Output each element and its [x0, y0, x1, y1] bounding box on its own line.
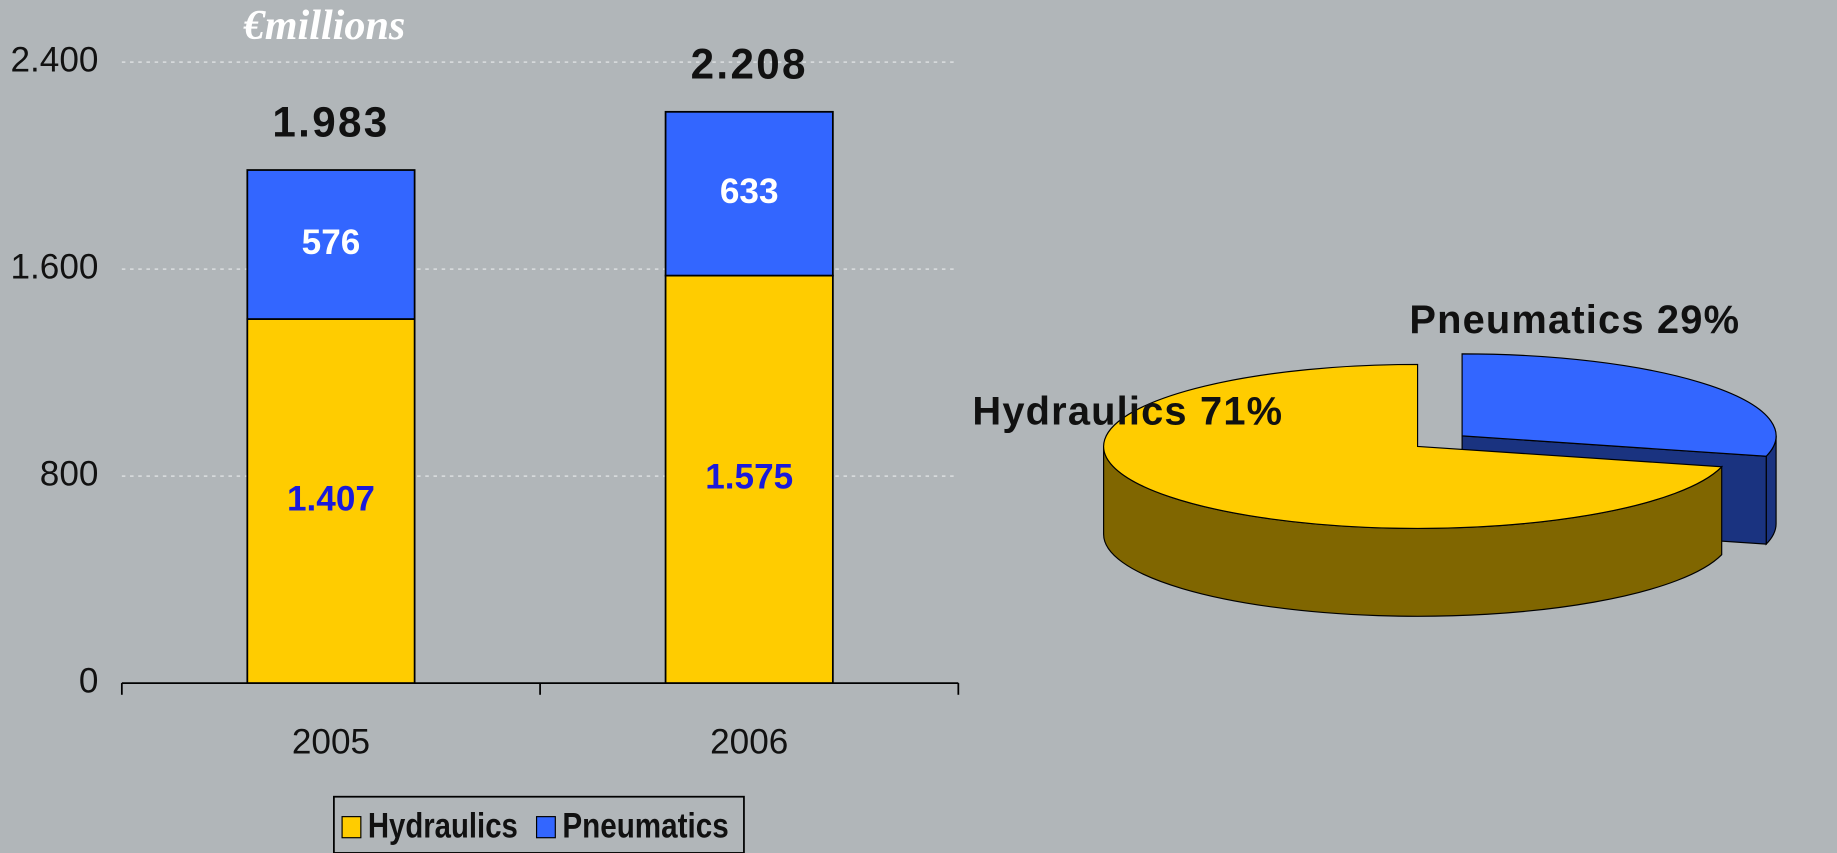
- pie-slice: [1461, 353, 1777, 457]
- value-label: 1.407: [287, 479, 375, 518]
- y-tick-label: 0: [79, 661, 99, 700]
- unit-label: €millions: [243, 2, 406, 49]
- x-tick-label: 2005: [292, 722, 370, 761]
- pie-label-value: 71%: [1200, 389, 1283, 433]
- pie-label-name: Pneumatics: [1409, 298, 1644, 342]
- legend-label: Hydraulics: [368, 807, 518, 846]
- y-tick-label: 1.600: [11, 247, 99, 286]
- pie-label: Pneumatics 29%: [1409, 298, 1740, 342]
- x-tick-label: 2006: [710, 722, 788, 761]
- pie-slice: [1103, 363, 1724, 530]
- legend-label: Pneumatics: [562, 807, 728, 846]
- value-label: 1.575: [705, 458, 793, 497]
- pie-label-value: 29%: [1657, 298, 1740, 342]
- y-tick-label: 2.400: [11, 40, 99, 79]
- bar-segment: [664, 110, 834, 277]
- pie-label-name: Hydraulics: [972, 389, 1187, 433]
- value-label: 576: [302, 223, 361, 262]
- legend-swatch: [535, 816, 556, 839]
- pie-label: Hydraulics 71%: [972, 389, 1283, 433]
- y-tick-label: 800: [40, 454, 99, 493]
- legend: Hydraulics Pneumatics: [333, 795, 745, 853]
- bar-segment: [246, 169, 416, 320]
- legend-swatch: [341, 816, 362, 839]
- total-label: 2.208: [691, 40, 808, 87]
- value-label: 633: [720, 172, 779, 211]
- total-label: 1.983: [272, 99, 389, 146]
- bar-segment: [664, 274, 834, 684]
